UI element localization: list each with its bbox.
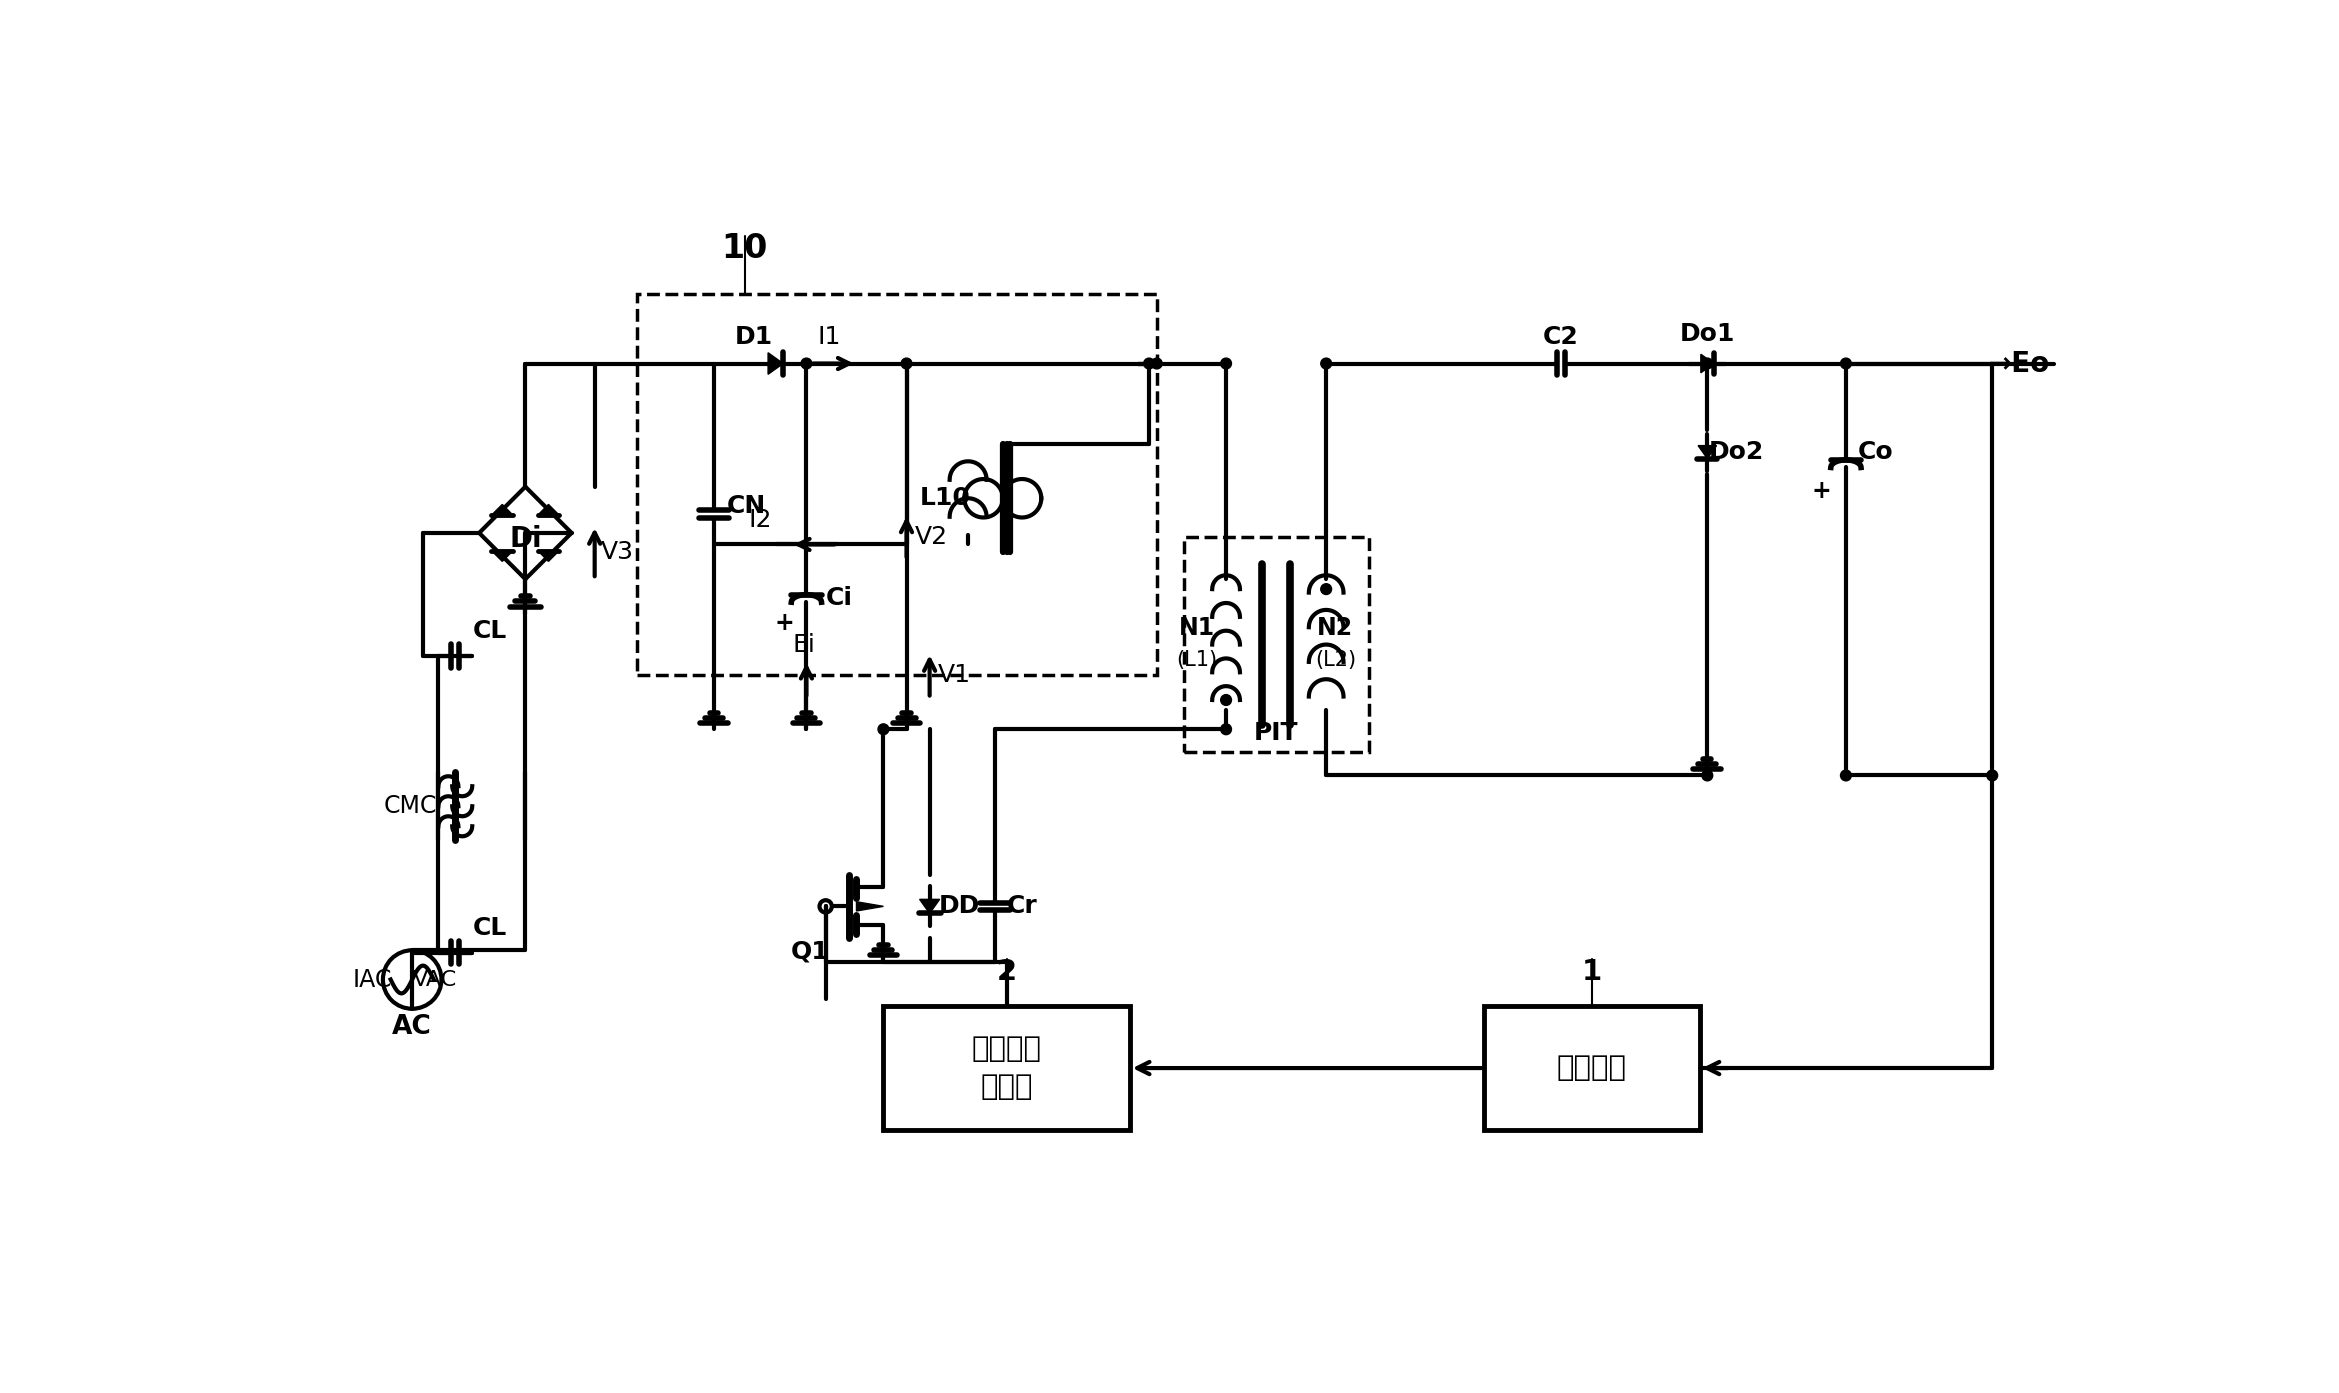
Text: IAC: IAC [353,968,393,992]
Text: C2: C2 [1544,325,1579,348]
Circle shape [901,358,912,369]
Text: Q1: Q1 [791,939,830,964]
Circle shape [1703,770,1712,781]
Text: V2: V2 [915,525,947,549]
Text: 控制电路: 控制电路 [1558,1055,1628,1082]
Text: D1: D1 [734,325,774,348]
Bar [884,1007,1130,1130]
Text: I2: I2 [748,508,772,532]
Text: Ei: Ei [793,632,816,656]
Circle shape [1703,358,1712,369]
Polygon shape [491,550,512,561]
Text: DD: DD [938,894,980,918]
Text: +: + [774,612,795,635]
Text: I1: I1 [819,325,842,348]
Polygon shape [538,504,559,515]
Text: +: + [1810,479,1831,503]
Circle shape [1144,358,1155,369]
Polygon shape [856,901,884,911]
Text: Cr: Cr [1006,894,1039,918]
Text: →Eo: →Eo [1988,350,2049,378]
Polygon shape [1698,446,1717,458]
Polygon shape [1700,354,1714,373]
Text: 1: 1 [1581,958,1602,986]
Polygon shape [538,550,559,561]
Text: V1: V1 [938,663,971,687]
Polygon shape [491,504,512,515]
Bar [1184,536,1368,752]
Bar [1483,1007,1700,1130]
Circle shape [1221,358,1230,369]
Text: CL: CL [472,917,508,940]
Circle shape [1221,724,1230,734]
Bar [636,294,1158,676]
Text: CN: CN [727,495,765,518]
Text: AC: AC [393,1014,433,1041]
Text: Di: Di [510,525,543,553]
Text: 振荡和: 振荡和 [980,1074,1034,1102]
Circle shape [1151,358,1162,369]
Text: 10: 10 [723,231,767,265]
Text: N1: N1 [1179,616,1214,639]
Text: V3: V3 [601,540,634,564]
Text: VAC: VAC [414,970,458,989]
Text: 2: 2 [996,958,1017,986]
Text: L10: L10 [919,486,971,510]
Text: (L1): (L1) [1177,651,1216,670]
Text: Do2: Do2 [1710,440,1764,464]
Text: CMC: CMC [384,794,437,818]
Circle shape [1841,770,1850,781]
Text: CL: CL [472,620,508,644]
Text: Co: Co [1857,440,1892,464]
Text: (L2): (L2) [1315,651,1357,670]
Text: Ci: Ci [826,586,851,610]
Circle shape [1221,695,1230,705]
Text: N2: N2 [1317,616,1354,639]
Text: PIT: PIT [1254,722,1298,745]
Circle shape [1986,770,1998,781]
Polygon shape [767,352,784,375]
Circle shape [800,358,812,369]
Circle shape [1322,358,1331,369]
Circle shape [1841,358,1850,369]
Text: Do1: Do1 [1679,322,1736,347]
Circle shape [1322,584,1331,595]
Circle shape [877,724,889,734]
Text: 驱动电路: 驱动电路 [971,1035,1041,1063]
Polygon shape [919,900,940,914]
